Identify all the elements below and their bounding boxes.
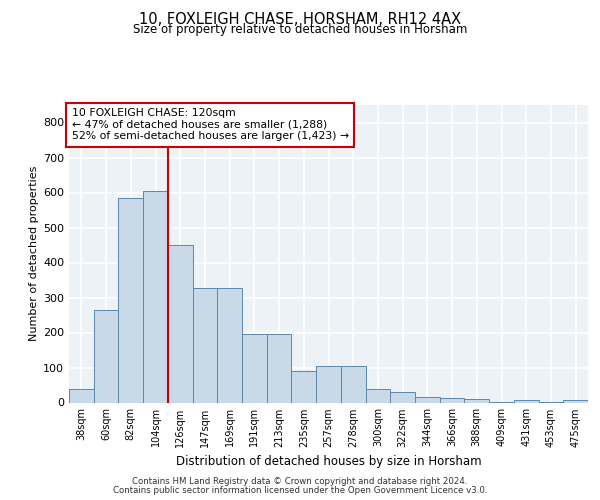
Bar	[292, 371, 316, 402]
Bar	[440, 398, 464, 402]
Text: Contains public sector information licensed under the Open Government Licence v3: Contains public sector information licen…	[113, 486, 487, 495]
Bar	[365, 389, 390, 402]
Bar	[464, 399, 489, 402]
Bar	[143, 190, 168, 402]
X-axis label: Distribution of detached houses by size in Horsham: Distribution of detached houses by size …	[176, 455, 481, 468]
Bar	[341, 366, 365, 402]
Bar	[217, 288, 242, 403]
Bar	[390, 392, 415, 402]
Y-axis label: Number of detached properties: Number of detached properties	[29, 166, 39, 342]
Text: Contains HM Land Registry data © Crown copyright and database right 2024.: Contains HM Land Registry data © Crown c…	[132, 477, 468, 486]
Text: 10, FOXLEIGH CHASE, HORSHAM, RH12 4AX: 10, FOXLEIGH CHASE, HORSHAM, RH12 4AX	[139, 12, 461, 28]
Bar	[242, 334, 267, 402]
Bar	[267, 334, 292, 402]
Bar	[118, 198, 143, 402]
Bar	[193, 288, 217, 403]
Bar	[69, 389, 94, 402]
Bar	[168, 245, 193, 402]
Text: 10 FOXLEIGH CHASE: 120sqm
← 47% of detached houses are smaller (1,288)
52% of se: 10 FOXLEIGH CHASE: 120sqm ← 47% of detac…	[71, 108, 349, 141]
Bar	[563, 400, 588, 402]
Bar	[415, 397, 440, 402]
Text: Size of property relative to detached houses in Horsham: Size of property relative to detached ho…	[133, 22, 467, 36]
Bar	[94, 310, 118, 402]
Bar	[316, 366, 341, 402]
Bar	[514, 400, 539, 402]
